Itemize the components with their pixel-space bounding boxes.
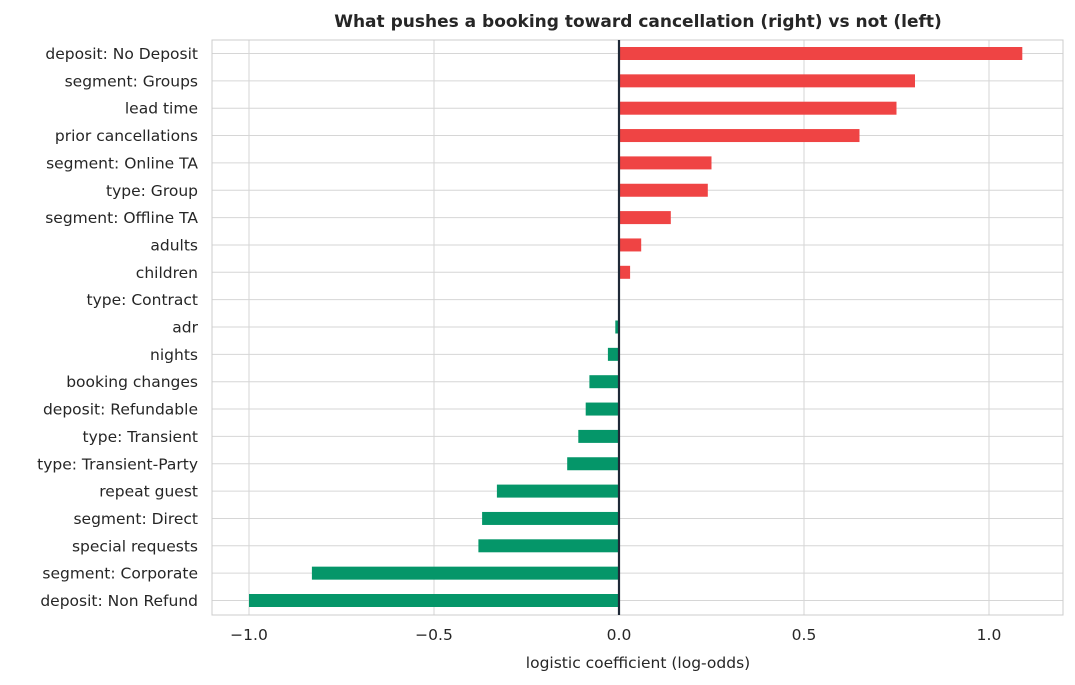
category-label: nights xyxy=(150,346,198,364)
bar xyxy=(619,129,860,143)
bar xyxy=(615,320,619,334)
category-label: special requests xyxy=(72,537,198,555)
x-tick-label: −0.5 xyxy=(415,626,453,644)
x-tick-label: 1.0 xyxy=(977,626,1002,644)
category-label: type: Contract xyxy=(87,291,198,309)
category-label: segment: Corporate xyxy=(42,565,198,583)
category-label: deposit: Refundable xyxy=(43,401,198,419)
bar xyxy=(585,402,619,416)
category-label: booking changes xyxy=(66,373,198,391)
x-tick-label: −1.0 xyxy=(230,626,268,644)
category-label: repeat guest xyxy=(99,483,198,501)
category-label: adults xyxy=(150,236,198,254)
x-tick-label: 0.5 xyxy=(792,626,817,644)
bar xyxy=(578,429,619,443)
category-label: segment: Groups xyxy=(65,72,198,90)
category-label: deposit: Non Refund xyxy=(40,592,198,610)
category-label: children xyxy=(136,264,198,282)
bar xyxy=(249,594,619,607)
category-label: type: Group xyxy=(106,182,198,200)
category-label: lead time xyxy=(125,100,198,118)
x-tick-label: 0.0 xyxy=(607,626,632,644)
bar xyxy=(619,47,1023,60)
bar xyxy=(619,156,712,170)
x-tick-labels: −1.0 −0.5 0.0 0.5 1.0 xyxy=(230,626,1001,644)
category-label: deposit: No Deposit xyxy=(45,45,198,63)
bar xyxy=(619,183,708,197)
category-label: segment: Direct xyxy=(73,510,198,528)
category-label: type: Transient xyxy=(83,428,198,446)
category-label: type: Transient-Party xyxy=(37,455,198,473)
bar xyxy=(619,238,642,252)
bar xyxy=(311,566,619,580)
bar xyxy=(589,375,619,389)
bar xyxy=(619,265,631,279)
bar xyxy=(619,101,897,115)
category-label: segment: Online TA xyxy=(46,154,198,172)
category-label: adr xyxy=(172,319,198,337)
category-label: segment: Offline TA xyxy=(45,209,198,227)
chart-title: What pushes a booking toward cancellatio… xyxy=(334,12,942,32)
bar xyxy=(482,511,619,525)
bar xyxy=(496,484,619,498)
bar xyxy=(619,211,671,225)
bar xyxy=(607,347,619,361)
bar xyxy=(478,539,619,553)
category-label: prior cancellations xyxy=(55,127,198,145)
x-axis-label: logistic coefficient (log-odds) xyxy=(526,654,750,672)
category-labels: deposit: No Deposit segment: Groups lead t… xyxy=(37,45,198,610)
bars xyxy=(249,47,1023,607)
bar xyxy=(619,74,915,88)
plot-frame xyxy=(211,39,1064,616)
bar xyxy=(567,457,619,471)
